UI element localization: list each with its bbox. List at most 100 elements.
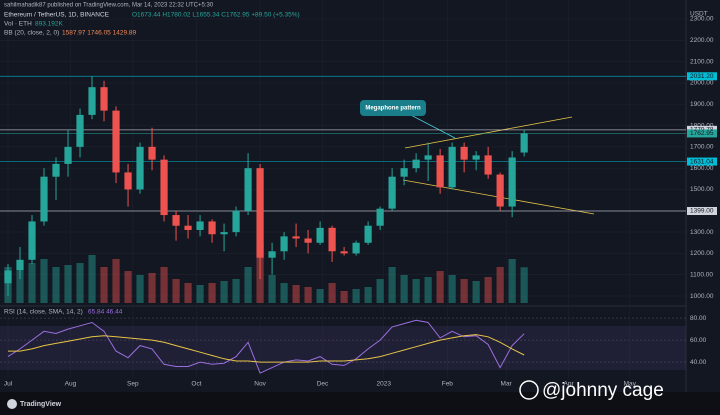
volume-bar: [280, 283, 288, 303]
y-tick-label: 2100.00: [690, 58, 714, 65]
x-tick-label: 2023: [376, 381, 391, 388]
rsi-line: [8, 334, 525, 363]
candle-body: [220, 232, 228, 235]
x-tick-label: Jul: [4, 381, 13, 388]
volume-bar: [448, 275, 456, 303]
volume-bar: [244, 267, 252, 303]
volume-bar: [112, 259, 120, 303]
volume-bar: [328, 283, 336, 303]
candle-body: [292, 236, 300, 239]
y-tick-label: 1700.00: [690, 144, 714, 151]
candle-body: [484, 155, 492, 175]
volume-bar: [508, 259, 516, 303]
candle-body: [64, 146, 72, 164]
candle-body: [16, 259, 24, 271]
y-tick-label: 1100.00: [690, 271, 713, 278]
candle-body: [160, 159, 168, 216]
candle-body: [352, 242, 360, 254]
annotation-bubble: [360, 100, 426, 116]
volume-bar: [388, 267, 396, 303]
volume-bar: [268, 275, 276, 303]
y-tick-label: 1000.00: [690, 293, 714, 300]
footer-bar: [0, 392, 720, 415]
x-tick-label: Aug: [65, 381, 77, 388]
candle-body: [112, 110, 120, 173]
candle-body: [316, 227, 324, 243]
volume-bar: [484, 277, 492, 303]
candle-body: [40, 176, 48, 222]
x-tick-label: May: [624, 381, 637, 388]
volume-label: Vol · ETH: [4, 21, 32, 28]
volume-value: 893.192K: [35, 21, 63, 28]
annotation: Megaphone pattern: [365, 106, 421, 112]
x-tick-label: Feb: [442, 381, 454, 388]
volume-bar: [88, 255, 96, 303]
candle-body: [388, 176, 396, 209]
rsi-readout: 65.84 46.44: [88, 309, 123, 316]
y-tick-label: 1300.00: [690, 229, 714, 236]
bb-values: 1587.97 1746.05 1429.89: [62, 30, 136, 37]
level-tag: [687, 157, 717, 166]
candle-body: [184, 225, 192, 230]
volume-bar: [16, 271, 24, 303]
candle-body: [376, 208, 384, 226]
volume-bar: [196, 285, 204, 303]
level-label: 1762.95: [690, 130, 714, 137]
volume-bar: [412, 279, 420, 303]
rsi-tick-label: 60.00: [690, 337, 707, 344]
volume-bar: [124, 271, 132, 303]
x-tick-label: Oct: [191, 381, 201, 388]
y-tick-label: 2200.00: [690, 37, 714, 44]
candle-body: [4, 270, 12, 284]
candle-body: [520, 133, 528, 153]
volume-bar: [472, 281, 480, 303]
quote: O1673.44 H1780.02 L1655.34 C1762.95 +89.…: [132, 12, 300, 19]
symbol-title: Ethereum / TetherUS, 1D, BINANCE: [4, 12, 110, 19]
upper-trendline: [404, 116, 573, 149]
bb-label: BB (20, close, 2, 0): [4, 30, 59, 37]
candle-body: [88, 87, 96, 115]
candle-body: [496, 174, 504, 207]
x-tick-label: Dec: [317, 381, 329, 388]
rsi-tick-label: 40.00: [690, 359, 707, 366]
y-tick-label: 2000.00: [690, 80, 714, 87]
candle-body: [436, 155, 444, 188]
candle-body: [196, 221, 204, 230]
x-tick-label: Nov: [254, 381, 266, 388]
volume-bar: [520, 267, 528, 303]
watermark-icon: [519, 380, 539, 400]
y-tick-label: 1500.00: [690, 186, 714, 193]
y-tick-label: 1800.00: [690, 122, 714, 129]
volume-bar: [316, 289, 324, 303]
candle-body: [412, 159, 420, 169]
level-tag: [687, 207, 717, 216]
volume-bar: [40, 259, 48, 303]
candle-body: [280, 236, 288, 252]
volume-bar: [460, 279, 468, 303]
candle-body: [448, 146, 456, 188]
candle-body: [232, 210, 240, 233]
y-tick-label: 2300.00: [690, 16, 714, 23]
volume-bar: [184, 283, 192, 303]
volume-bar: [400, 275, 408, 303]
candle-body: [304, 238, 312, 243]
candle-body: [364, 225, 372, 243]
candle-body: [28, 221, 36, 260]
x-tick-label: Mar: [501, 381, 513, 388]
volume-bar: [148, 273, 156, 303]
candle-body: [460, 146, 468, 160]
brand: TradingView: [20, 401, 62, 408]
candle-body: [136, 146, 144, 190]
volume-bar: [376, 279, 384, 303]
x-tick-label: Apr: [564, 381, 575, 388]
volume-bar: [352, 289, 360, 303]
volume-bar: [436, 271, 444, 303]
candle-body: [472, 155, 480, 160]
candle-body: [52, 163, 60, 177]
level-tag: [687, 72, 717, 81]
candle-body: [256, 168, 264, 258]
volume-bar: [100, 267, 108, 303]
volume-bar: [364, 287, 372, 303]
